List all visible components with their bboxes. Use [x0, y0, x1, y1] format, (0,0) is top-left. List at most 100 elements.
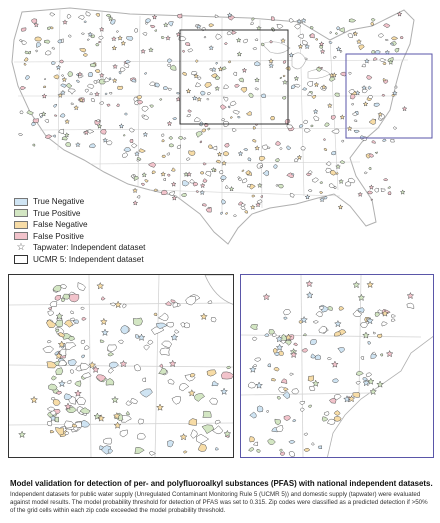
zip-polygon — [285, 145, 292, 151]
zip-polygon — [368, 118, 376, 125]
zip-polygon — [137, 418, 144, 425]
zip-polygon — [141, 105, 149, 112]
zip-polygon — [35, 49, 39, 53]
tapwater-star — [339, 114, 346, 120]
legend-item-true-negative: True Negative — [14, 196, 145, 208]
zip-polygon — [131, 174, 135, 178]
zip-polygon — [394, 85, 398, 89]
zip-polygon — [163, 177, 166, 181]
zip-polygon — [202, 203, 207, 207]
zip-polygon — [383, 23, 391, 28]
zip-polygon — [267, 438, 276, 445]
zip-polygon — [34, 36, 42, 42]
tapwater-star — [111, 77, 118, 84]
zip-polygon — [137, 432, 147, 440]
zip-polygon — [288, 18, 294, 23]
zip-polygon — [276, 24, 284, 29]
tapwater-star — [64, 402, 72, 410]
tapwater-star — [376, 380, 384, 388]
tapwater-star — [237, 150, 244, 157]
tapwater-star — [196, 96, 203, 102]
tapwater-star — [320, 84, 327, 90]
zip-polygon — [123, 112, 128, 116]
zip-polygon — [46, 406, 55, 412]
zip-polygon — [170, 299, 176, 303]
zip-polygon — [382, 62, 387, 66]
zip-polygon — [232, 109, 240, 115]
zip-polygon — [167, 58, 173, 64]
zip-polygon — [311, 442, 315, 446]
legend-label-ucmr: UCMR 5: Independent dataset — [33, 254, 144, 264]
zip-polygon — [93, 79, 98, 84]
zip-polygon — [390, 42, 395, 46]
zip-polygon — [307, 170, 313, 174]
tapwater-star — [74, 389, 82, 397]
tapwater-star — [83, 129, 90, 136]
zip-polygon — [67, 71, 74, 77]
tapwater-star — [385, 349, 394, 358]
zip-polygon — [254, 38, 259, 41]
zip-polygon — [174, 329, 180, 334]
zip-polygon — [19, 39, 23, 42]
zip-polygon — [211, 380, 219, 387]
zip-polygon — [297, 33, 304, 39]
zip-polygon — [238, 77, 244, 83]
zip-polygon — [348, 89, 355, 95]
tapwater-star — [254, 145, 261, 151]
zip-polygon — [105, 378, 115, 386]
tapwater-star — [241, 67, 248, 73]
tapwater-star — [255, 381, 264, 389]
zip-polygon — [166, 321, 175, 328]
tapwater-star — [347, 394, 356, 403]
zip-polygon — [260, 195, 263, 198]
tapwater-star — [185, 88, 192, 94]
tapwater-star — [254, 77, 260, 83]
zip-polygon — [141, 182, 145, 186]
zip-polygon — [307, 189, 313, 193]
state-border — [358, 275, 362, 396]
zip-polygon — [283, 415, 291, 421]
zip-polygon — [199, 140, 203, 144]
zip-polygon — [59, 59, 64, 64]
zip-polygon — [133, 176, 140, 181]
zip-polygon — [202, 410, 212, 418]
zip-polygon — [167, 378, 175, 385]
zip-polygon — [74, 380, 82, 387]
tapwater-star — [255, 201, 261, 208]
zip-polygon — [64, 319, 73, 328]
tapwater-star — [300, 17, 307, 24]
zip-polygon — [94, 69, 101, 73]
tapwater-star — [101, 328, 109, 336]
legend-item-false-negative: False Negative — [14, 219, 145, 231]
tapwater-star — [119, 359, 128, 368]
zip-polygon — [98, 35, 104, 40]
zip-polygon — [148, 450, 157, 456]
tapwater-star — [319, 48, 326, 55]
tapwater-star — [275, 343, 284, 351]
polygon-outline-icon — [14, 254, 28, 264]
zip-polygon — [289, 372, 295, 376]
zip-polygon — [215, 447, 219, 451]
tapwater-star — [220, 387, 229, 395]
zip-polygon — [303, 447, 311, 452]
zip-polygon — [26, 110, 34, 116]
coastline — [327, 336, 433, 457]
zip-polygon — [352, 392, 361, 398]
zip-polygon — [298, 124, 304, 128]
tapwater-star — [195, 23, 202, 30]
zip-polygon — [282, 391, 290, 400]
tapwater-star — [210, 166, 217, 173]
zip-polygon — [336, 26, 341, 31]
zip-polygon — [130, 397, 139, 405]
zip-polygon — [59, 113, 66, 118]
tapwater-star — [288, 52, 295, 58]
zip-polygon — [195, 190, 199, 193]
zip-polygon — [170, 167, 176, 172]
zip-polygon — [90, 34, 96, 39]
zip-polygon — [365, 372, 373, 378]
zip-polygon — [286, 124, 293, 130]
zip-polygon — [176, 92, 180, 95]
zip-polygon — [86, 38, 90, 41]
zip-polygon — [172, 302, 179, 308]
zip-polygon — [368, 153, 374, 158]
